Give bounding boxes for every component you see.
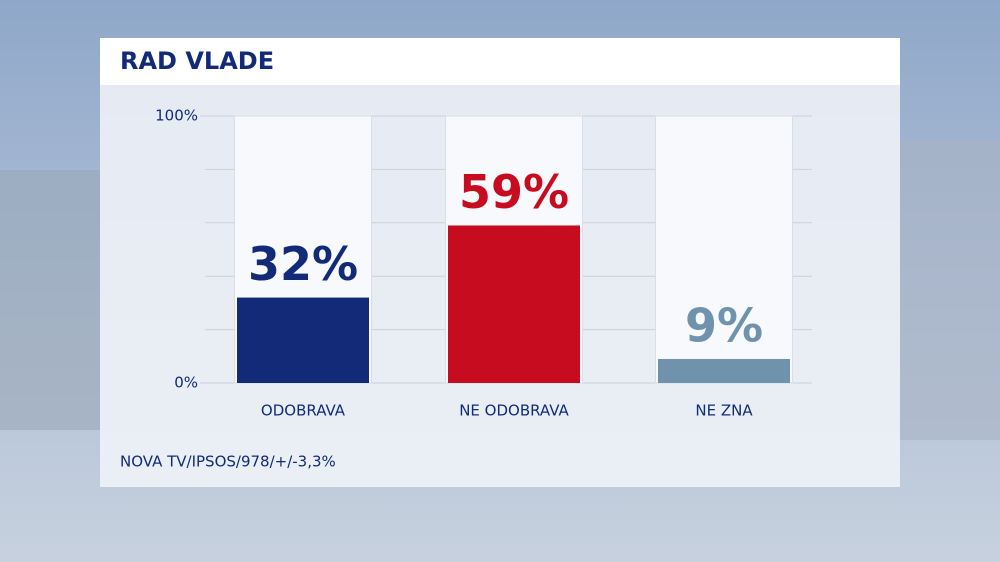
x-tick-label: ODOBRAVA [261, 402, 346, 420]
bar [448, 225, 580, 383]
building-left [0, 170, 100, 430]
bar [658, 358, 790, 383]
y-tick-label: 100% [155, 107, 198, 125]
y-tick-label: 0% [174, 374, 198, 392]
title-bar [100, 38, 900, 85]
source-note: NOVA TV/IPSOS/978/+/-3,3% [120, 453, 336, 471]
building-right [900, 140, 1000, 440]
value-label: 9% [685, 298, 763, 352]
x-tick-label: NE ODOBRAVA [459, 402, 569, 420]
value-label: 59% [459, 165, 569, 219]
value-label: 32% [248, 237, 358, 291]
bar [237, 297, 369, 383]
chart-title: RAD VLADE [120, 47, 274, 75]
x-tick-label: NE ZNA [695, 402, 753, 420]
bar-column [655, 115, 793, 384]
